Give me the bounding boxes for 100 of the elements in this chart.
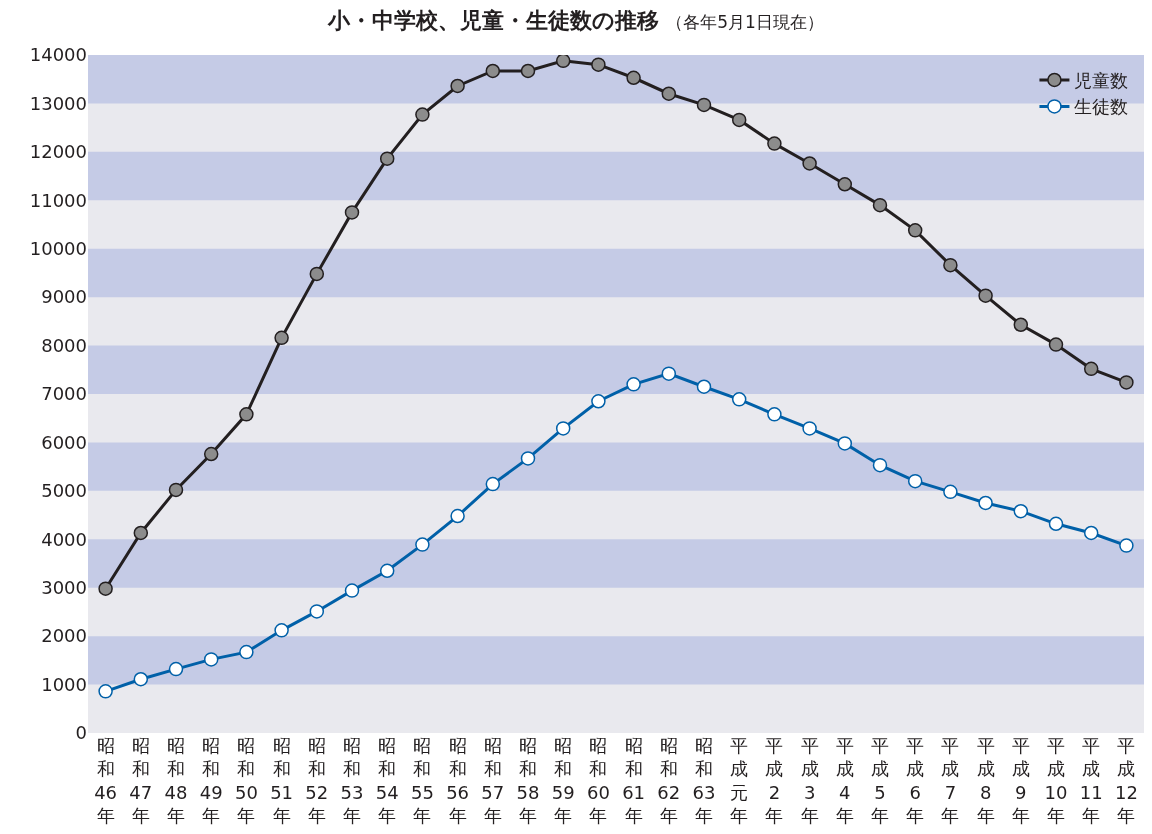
point [802, 156, 817, 171]
point [520, 63, 536, 79]
point [379, 563, 395, 578]
point [133, 671, 149, 687]
x-tick-label: 昭和53年 [340, 735, 364, 827]
point [203, 652, 219, 667]
x-tick-label: 平成6年 [906, 735, 925, 827]
y-tick-label: 3000 [41, 577, 87, 599]
x-tick-label: 昭和58年 [516, 735, 540, 827]
y-tick-label: 12000 [29, 141, 87, 163]
point [239, 644, 254, 660]
x-tick-label: 昭和46年 [94, 735, 118, 827]
x-tick-label: 昭和62年 [657, 735, 681, 827]
point [731, 392, 747, 407]
point [274, 330, 289, 346]
point [837, 436, 853, 451]
point [450, 78, 465, 94]
x-tick-label: 昭和52年 [305, 735, 329, 827]
x-tick-label: 昭和63年 [692, 735, 716, 827]
y-tick-label: 0 [75, 722, 87, 744]
point [661, 366, 677, 381]
x-tick-label: 昭和50年 [234, 735, 258, 827]
y-tick-label: 4000 [41, 528, 87, 550]
point [379, 151, 395, 166]
x-tick-label: 平成4年 [835, 735, 854, 827]
x-tick-label: 平成7年 [941, 735, 960, 827]
point [1048, 337, 1064, 352]
y-tick-label: 6000 [41, 431, 87, 453]
point [1013, 503, 1029, 519]
legend-label: 児童数 [1074, 70, 1129, 91]
point [767, 136, 782, 151]
x-tick-label: 平成2年 [765, 735, 784, 827]
point [239, 407, 254, 422]
point [626, 377, 641, 392]
point [555, 421, 571, 436]
y-tick-label: 14000 [29, 44, 87, 66]
y-tick-label: 8000 [41, 334, 87, 356]
x-tick-label: 平成5年 [871, 735, 889, 827]
point [943, 257, 958, 273]
x-tick-label: 平成10年 [1044, 735, 1068, 827]
y-tick-label: 9000 [41, 286, 87, 308]
point [450, 508, 465, 524]
x-tick-label: 平成3年 [800, 735, 819, 827]
point [1083, 361, 1099, 377]
point [98, 684, 113, 699]
point [1013, 317, 1029, 332]
point [309, 266, 325, 282]
point [168, 482, 184, 498]
point [907, 473, 923, 489]
y-tick-label: 13000 [29, 92, 87, 114]
x-tick-label: 昭和55年 [410, 735, 434, 827]
point [133, 525, 149, 541]
x-tick-label: 昭和47年 [129, 735, 153, 827]
point [555, 55, 571, 69]
y-tick-label: 7000 [41, 383, 87, 405]
point [872, 457, 888, 473]
point [696, 97, 712, 113]
point [98, 581, 113, 596]
point [344, 205, 360, 220]
point [767, 407, 782, 422]
legend-label: 生徒数 [1074, 96, 1129, 118]
x-tick-label: 昭和54年 [375, 735, 399, 827]
point [203, 446, 219, 462]
x-tick-label: 昭和48年 [164, 735, 188, 827]
point [661, 86, 677, 101]
y-tick-label: 5000 [41, 480, 87, 502]
point [802, 421, 817, 436]
point [415, 537, 430, 552]
point [309, 604, 325, 619]
x-tick-label: 昭和59年 [551, 735, 575, 827]
point [731, 112, 747, 128]
x-tick-label: 平成9年 [1011, 735, 1030, 827]
chart-title: 小・中学校、児童・生徒数の推移 [327, 7, 660, 33]
point [907, 223, 923, 238]
x-tick-label: 昭和56年 [446, 735, 470, 827]
chart-subtitle: （各年5月1日現在） [666, 11, 824, 32]
point [168, 661, 184, 677]
point [978, 495, 993, 511]
point [943, 484, 958, 500]
point [837, 177, 853, 192]
point [872, 197, 888, 213]
x-tick-label: 平成元年 [730, 735, 749, 827]
y-tick-label: 2000 [41, 625, 87, 647]
point [485, 63, 501, 79]
point [626, 70, 641, 85]
x-tick-label: 昭和51年 [270, 735, 294, 827]
point [1119, 538, 1134, 553]
point [274, 623, 289, 638]
point [1083, 525, 1099, 541]
x-tick-label: 昭和49年 [199, 735, 223, 827]
x-tick-label: 平成8年 [976, 735, 995, 827]
point [344, 583, 360, 598]
point [485, 476, 501, 492]
point [520, 451, 536, 466]
x-tick-label: 平成12年 [1114, 735, 1138, 827]
x-tick-label: 昭和61年 [622, 735, 646, 827]
point [696, 379, 712, 394]
y-tick-label: 11000 [29, 189, 87, 211]
x-tick-label: 昭和57年 [481, 735, 505, 827]
y-tick-label: 10000 [29, 238, 87, 260]
